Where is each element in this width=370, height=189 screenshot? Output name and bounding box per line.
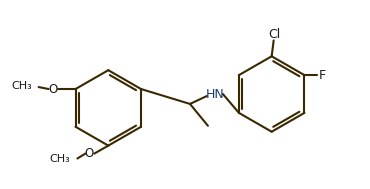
Text: O: O	[85, 147, 94, 160]
Text: F: F	[319, 69, 326, 82]
Text: CH₃: CH₃	[11, 81, 32, 91]
Text: CH₃: CH₃	[50, 153, 70, 163]
Text: HN: HN	[205, 88, 224, 101]
Text: O: O	[48, 83, 57, 96]
Text: Cl: Cl	[269, 28, 281, 41]
